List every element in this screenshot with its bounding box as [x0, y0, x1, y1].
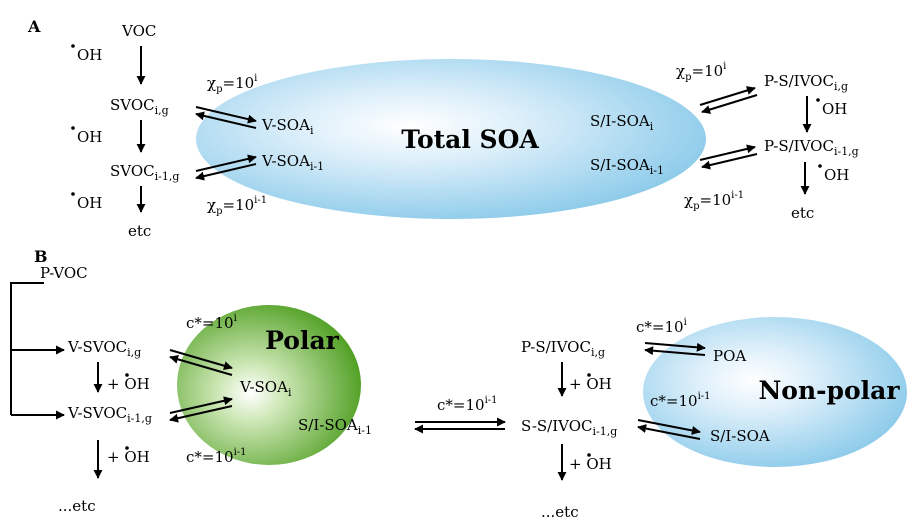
sisoa-i-label: S/I-SOAi: [590, 112, 654, 133]
equilibrium-arrows-b-top-left: [169, 349, 233, 376]
poa-label: POA: [713, 347, 746, 365]
vsoa-i-label: V-SOAi: [261, 116, 314, 137]
pvoc-bracket: [10, 282, 44, 415]
oh-radical-1: OH: [71, 44, 102, 64]
etc-right-b: ...etc: [541, 503, 579, 519]
vsoa-i-label-b: V-SOAi: [239, 378, 292, 399]
panel-b: B Polar Non-polar P-VOC V-SVOCi,g + OH V…: [10, 247, 907, 519]
ssivoc-i1-label: S-S/IVOCi-1,g: [521, 417, 617, 438]
sisoa-i1-label: S/I-SOAi-1: [590, 156, 664, 177]
svg-text:+ OH: + OH: [569, 375, 612, 393]
svg-text:OH: OH: [77, 46, 102, 64]
chi-bottom-left: χp=10i-1: [207, 195, 267, 217]
polar-title: Polar: [265, 326, 339, 355]
vsvoc-i1-label: V-SVOCi-1,g: [67, 404, 152, 425]
sisoa-i1-label-b: S/I-SOAi-1: [298, 416, 372, 437]
svg-text:OH: OH: [824, 166, 849, 184]
oh-radical-2: OH: [71, 126, 102, 146]
svg-text:+ OH: + OH: [107, 448, 150, 466]
equilibrium-arrows-a-bottom-left: [195, 154, 257, 181]
vsoa-i1-label: V-SOAi-1: [261, 152, 324, 173]
c-bottom-left: c*=10i-1: [186, 447, 247, 466]
chi-top-left: χp=10i: [207, 73, 257, 95]
pvoc-label: P-VOC: [40, 264, 88, 282]
svg-text:OH: OH: [77, 128, 102, 146]
svoc-i-label: SVOCi,g: [110, 96, 169, 117]
etc-left-a: etc: [128, 222, 151, 240]
chi-top-right: χp=10i: [676, 61, 726, 83]
psivoc-i-label: P-S/IVOCi,g: [764, 72, 848, 93]
nonpolar-ellipse: [643, 317, 907, 467]
svg-text:+ OH: + OH: [107, 375, 150, 393]
vsvoc-i-label: V-SVOCi,g: [67, 338, 141, 359]
total-soa-ellipse: [196, 59, 706, 219]
oh-radical-b-left-2: + OH: [107, 446, 150, 466]
chi-bottom-right: χp=10i-1: [684, 190, 744, 212]
oh-radical-right-2: OH: [818, 164, 849, 184]
polar-ellipse: [177, 305, 361, 465]
equilibrium-arrows-b-middle: [414, 417, 506, 434]
c-top-right: c*=10i: [636, 317, 687, 336]
oh-radical-b-left-1: + OH: [107, 373, 150, 393]
c-bottom-right: c*=10i-1: [650, 391, 711, 410]
svg-text:+ OH: + OH: [569, 455, 612, 473]
panel-a-label: A: [27, 17, 41, 36]
etc-right-a: etc: [791, 204, 814, 222]
nonpolar-title: Non-polar: [758, 376, 900, 405]
panel-b-label: B: [34, 247, 48, 266]
svg-text:OH: OH: [822, 100, 847, 118]
equilibrium-arrows-a-bottom-right: [699, 144, 758, 170]
psivoc-i-label-b: P-S/IVOCi,g: [521, 338, 605, 359]
equilibrium-arrows-a-top-left: [195, 106, 257, 129]
c-middle: c*=10i-1: [437, 395, 498, 414]
svoc-i1-label: SVOCi-1,g: [110, 162, 179, 183]
equilibrium-arrows-b-top-right: [644, 342, 706, 356]
sisoa-label-b: S/I-SOA: [710, 427, 770, 445]
oh-radical-b-right-1: + OH: [569, 373, 612, 393]
psivoc-i1-label: P-S/IVOCi-1,g: [764, 137, 859, 158]
oh-radical-right-1: OH: [816, 98, 847, 118]
c-top-left: c*=10i: [186, 313, 237, 332]
svg-text:OH: OH: [77, 194, 102, 212]
oh-radical-b-right-2: + OH: [569, 453, 612, 473]
panel-a: A Total SOA VOC OH SVOCi,g OH SVOCi-1,g …: [27, 17, 859, 240]
etc-left-b: ...etc: [58, 497, 96, 515]
equilibrium-arrows-b-bottom-right: [637, 419, 701, 440]
oh-radical-3: OH: [71, 192, 102, 212]
equilibrium-arrows-b-bottom-left: [169, 396, 233, 423]
voc-label: VOC: [121, 22, 156, 40]
total-soa-title: Total SOA: [401, 125, 539, 154]
equilibrium-arrows-a-top-right: [699, 86, 758, 114]
